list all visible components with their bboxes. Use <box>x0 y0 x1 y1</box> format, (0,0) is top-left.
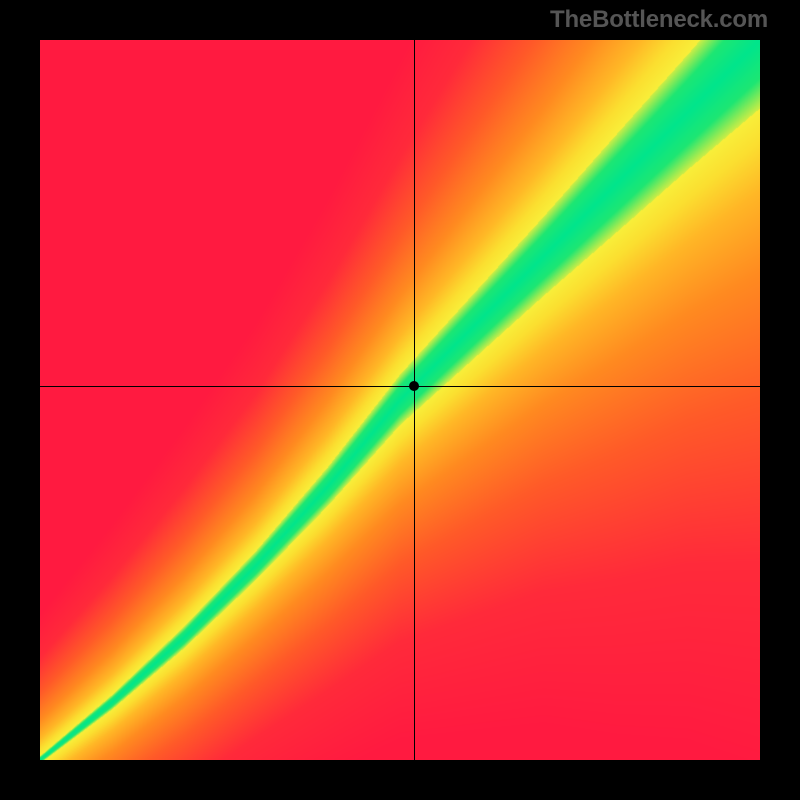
watermark-text: TheBottleneck.com <box>550 6 768 34</box>
crosshair-horizontal <box>40 386 760 387</box>
crosshair-vertical <box>414 40 415 760</box>
center-marker <box>409 381 419 391</box>
heatmap-plot <box>40 40 760 760</box>
heatmap-canvas <box>40 40 760 760</box>
